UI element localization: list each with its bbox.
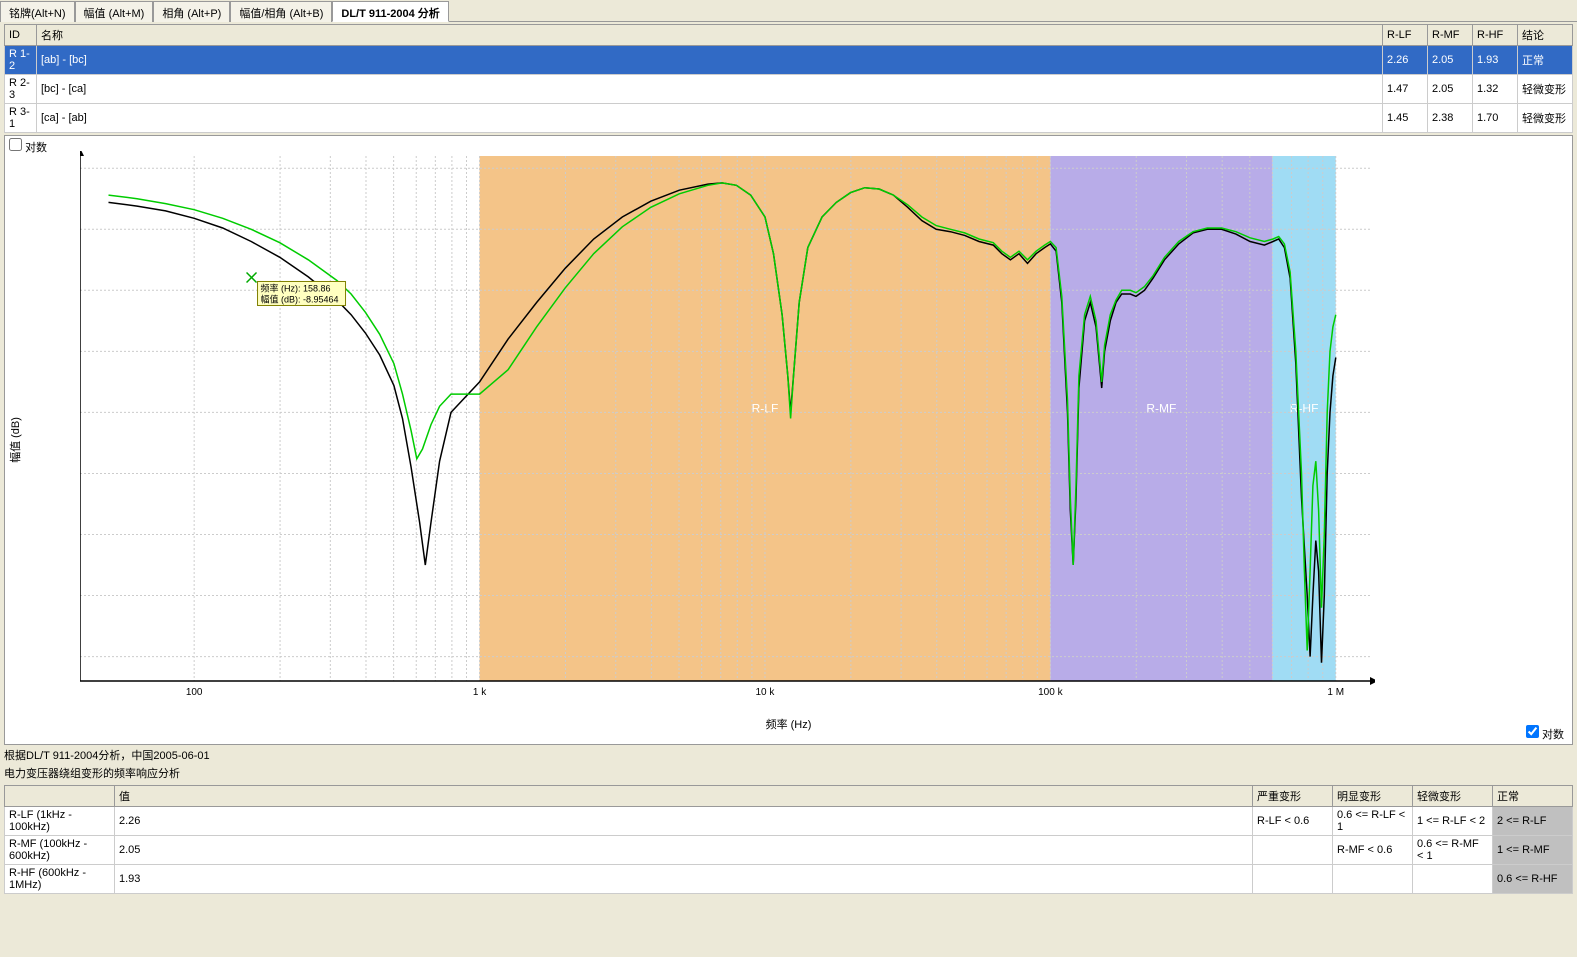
cell-concl: 轻微变形 (1518, 75, 1573, 104)
cell-id: R 1-2 (5, 46, 37, 75)
tab-3[interactable]: 幅值/相角 (Alt+B) (230, 1, 332, 22)
tab-1[interactable]: 幅值 (Alt+M) (75, 1, 154, 22)
x-axis-label: 频率 (Hz) (766, 716, 812, 732)
cell-sli (1413, 865, 1493, 894)
cell-rhf: 1.32 (1473, 75, 1518, 104)
cell-val: 2.26 (115, 807, 1253, 836)
analysis-title-1: 根据DL/T 911-2004分析，中国2005-06-01 (4, 747, 1573, 763)
cell-id: R 3-1 (5, 104, 37, 133)
cell-name: [ca] - [ab] (37, 104, 1383, 133)
tab-4[interactable]: DL/T 911-2004 分析 (332, 1, 448, 22)
th-obvious: 明显变形 (1333, 786, 1413, 807)
cell-norm: 1 <= R-MF (1493, 836, 1573, 865)
cell-param: R-MF (100kHz - 600kHz) (5, 836, 115, 865)
cell-rlf: 1.47 (1383, 75, 1428, 104)
x-axis-arrow (1370, 677, 1375, 685)
region-label: R-MF (1146, 401, 1176, 415)
results-tbody: R 1-2[ab] - [bc]2.262.051.93正常R 2-3[bc] … (5, 46, 1573, 133)
cell-sev (1253, 836, 1333, 865)
th-rlf[interactable]: R-LF (1383, 25, 1428, 46)
tab-0[interactable]: 铭牌(Alt+N) (0, 1, 75, 22)
analysis-table: 值 严重变形 明显变形 轻微变形 正常 R-LF (1kHz - 100kHz)… (4, 785, 1573, 894)
th-name[interactable]: 名称 (37, 25, 1383, 46)
cell-rlf: 2.26 (1383, 46, 1428, 75)
cell-rlf: 1.45 (1383, 104, 1428, 133)
chart-panel: 对数 幅值 (dB) 频率 (Hz) R-LFR-MFR-HF0-5-10-15… (4, 135, 1573, 745)
xtick-label: 1 M (1327, 687, 1344, 698)
cell-param: R-LF (1kHz - 100kHz) (5, 807, 115, 836)
tab-bar: 铭牌(Alt+N)幅值 (Alt+M)相角 (Alt+P)幅值/相角 (Alt+… (0, 0, 1577, 22)
xtick-label: 10 k (756, 687, 776, 698)
th-param (5, 786, 115, 807)
th-severe: 严重变形 (1253, 786, 1333, 807)
cell-name: [bc] - [ca] (37, 75, 1383, 104)
cell-obv: R-MF < 0.6 (1333, 836, 1413, 865)
cell-name: [ab] - [bc] (37, 46, 1383, 75)
tooltip-line: 幅值 (dB): -8.95464 (261, 293, 339, 304)
cell-sev (1253, 865, 1333, 894)
th-rmf[interactable]: R-MF (1428, 25, 1473, 46)
th-rhf[interactable]: R-HF (1473, 25, 1518, 46)
tooltip-line: 频率 (Hz): 158.86 (261, 282, 331, 293)
cell-rmf: 2.05 (1428, 46, 1473, 75)
table-row: R-MF (100kHz - 600kHz)2.05 R-MF < 0.60.6 … (5, 836, 1573, 865)
log-y-checkbox[interactable]: 对数 (9, 138, 47, 155)
cell-param: R-HF (600kHz - 1MHz) (5, 865, 115, 894)
region-R-MF (1050, 156, 1272, 681)
cell-rmf: 2.38 (1428, 104, 1473, 133)
table-row[interactable]: R 2-3[bc] - [ca]1.472.051.32轻微变形 (5, 75, 1573, 104)
analysis-section: 根据DL/T 911-2004分析，中国2005-06-01 电力变压器绕组变形… (4, 747, 1573, 894)
th-concl[interactable]: 结论 (1518, 25, 1573, 46)
cell-rhf: 1.70 (1473, 104, 1518, 133)
cell-rhf: 1.93 (1473, 46, 1518, 75)
frequency-response-chart[interactable]: R-LFR-MFR-HF0-5-10-15-20-25-30-35-401001… (80, 151, 1375, 706)
cell-sev: R-LF < 0.6 (1253, 807, 1333, 836)
cell-sli: 1 <= R-LF < 2 (1413, 807, 1493, 836)
tooltip: 频率 (Hz): 158.86幅值 (dB): -8.95464 (258, 281, 346, 305)
cell-norm: 0.6 <= R-HF (1493, 865, 1573, 894)
table-row[interactable]: R 1-2[ab] - [bc]2.262.051.93正常 (5, 46, 1573, 75)
region-R-HF (1272, 156, 1335, 681)
cell-id: R 2-3 (5, 75, 37, 104)
region-label: R-HF (1290, 401, 1319, 415)
log-x-checkbox[interactable]: 对数 (1526, 725, 1564, 742)
analysis-tbody: R-LF (1kHz - 100kHz)2.26R-LF < 0.60.6 <=… (5, 807, 1573, 894)
analysis-title-2: 电力变压器绕组变形的频率响应分析 (4, 765, 1573, 781)
xtick-label: 100 (186, 687, 203, 698)
xtick-label: 100 k (1038, 687, 1063, 698)
cell-sli: 0.6 <= R-MF < 1 (1413, 836, 1493, 865)
th-id[interactable]: ID (5, 25, 37, 46)
results-table: ID 名称 R-LF R-MF R-HF 结论 R 1-2[ab] - [bc]… (4, 24, 1573, 133)
cell-rmf: 2.05 (1428, 75, 1473, 104)
cell-concl: 轻微变形 (1518, 104, 1573, 133)
cursor-marker (247, 272, 257, 282)
cell-obv: 0.6 <= R-LF < 1 (1333, 807, 1413, 836)
th-value: 值 (115, 786, 1253, 807)
y-axis-label: 幅值 (dB) (7, 417, 23, 463)
table-row: R-HF (600kHz - 1MHz)1.93 0.6 <= R-HF (5, 865, 1573, 894)
xtick-label: 1 k (473, 687, 487, 698)
cell-val: 2.05 (115, 836, 1253, 865)
cell-obv (1333, 865, 1413, 894)
cell-concl: 正常 (1518, 46, 1573, 75)
y-axis-arrow (80, 151, 84, 156)
cell-norm: 2 <= R-LF (1493, 807, 1573, 836)
cell-val: 1.93 (115, 865, 1253, 894)
table-row[interactable]: R 3-1[ca] - [ab]1.452.381.70轻微变形 (5, 104, 1573, 133)
table-row: R-LF (1kHz - 100kHz)2.26R-LF < 0.60.6 <=… (5, 807, 1573, 836)
th-slight: 轻微变形 (1413, 786, 1493, 807)
tab-2[interactable]: 相角 (Alt+P) (153, 1, 230, 22)
th-normal: 正常 (1493, 786, 1573, 807)
